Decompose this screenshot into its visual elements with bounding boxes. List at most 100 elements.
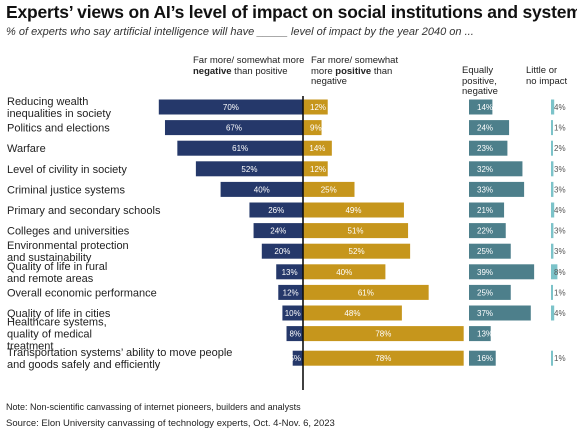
header-little: Little or no impact <box>526 65 568 87</box>
equal-bar <box>469 350 496 366</box>
little-bar <box>551 181 554 197</box>
equal-value: 33% <box>477 185 493 194</box>
little-value: 3% <box>554 165 566 174</box>
impact-chart: Reducing wealth inequalities in society 70… <box>7 96 566 390</box>
negative-value: 20% <box>274 247 290 256</box>
positive-bar <box>303 284 429 300</box>
positive-bar <box>303 202 404 218</box>
negative-bar <box>177 140 303 156</box>
category-label: Quality of life in rural and remote areas <box>7 261 107 285</box>
equal-bar <box>469 99 493 115</box>
equal-bar <box>469 305 531 321</box>
negative-value: 5% <box>289 354 301 363</box>
category-label: Quality of life in cities <box>7 308 111 320</box>
category-label: Environmental protection and sustainabili… <box>7 240 129 264</box>
little-value: 8% <box>554 268 566 277</box>
positive-bar <box>303 350 464 366</box>
negative-value: 13% <box>282 268 298 277</box>
positive-bar <box>303 99 328 115</box>
negative-value: 70% <box>223 103 239 112</box>
chart-source: Source: Elon University canvassing of te… <box>6 418 335 429</box>
little-value: 1% <box>554 124 566 133</box>
category-label: Transportation systems’ ability to move … <box>7 347 232 371</box>
negative-bar <box>249 202 303 218</box>
positive-bar <box>303 223 409 239</box>
little-bar <box>551 350 553 366</box>
positive-bar <box>303 161 328 177</box>
positive-bar <box>303 140 332 156</box>
equal-value: 13% <box>477 330 493 339</box>
negative-bar <box>164 120 303 136</box>
positive-value: 52% <box>349 247 365 256</box>
little-value: 3% <box>554 185 566 194</box>
little-bar <box>551 120 553 136</box>
negative-value: 26% <box>268 206 284 215</box>
little-bar <box>551 305 555 321</box>
little-bar <box>551 202 555 218</box>
positive-value: 12% <box>310 103 326 112</box>
equal-value: 21% <box>477 206 493 215</box>
negative-value: 52% <box>241 165 257 174</box>
positive-value: 25% <box>321 185 337 194</box>
positive-bar <box>303 181 355 197</box>
equal-value: 14% <box>477 103 493 112</box>
little-bar <box>551 243 554 259</box>
positive-bar <box>303 305 402 321</box>
equal-value: 25% <box>477 288 493 297</box>
category-label: Overall economic performance <box>7 287 157 299</box>
negative-bar <box>220 181 303 197</box>
negative-bar <box>195 161 303 177</box>
positive-bar <box>303 326 464 342</box>
positive-value: 40% <box>336 268 352 277</box>
little-value: 2% <box>554 144 566 153</box>
equal-value: 39% <box>477 268 493 277</box>
little-bar <box>551 99 555 115</box>
equal-value: 24% <box>477 124 493 133</box>
negative-value: 8% <box>289 330 301 339</box>
little-bar <box>551 161 554 177</box>
category-label: Reducing wealth inequalities in society <box>7 96 111 120</box>
equal-bar <box>469 223 506 239</box>
little-bar <box>551 284 553 300</box>
category-label: Politics and elections <box>7 123 110 135</box>
positive-value: 49% <box>345 206 361 215</box>
header-negative: Far more/ somewhat more negative than po… <box>193 55 305 77</box>
positive-value: 61% <box>358 288 374 297</box>
equal-bar <box>469 264 535 280</box>
negative-bar <box>282 305 303 321</box>
negative-value: 61% <box>232 144 248 153</box>
equal-bar <box>469 243 511 259</box>
negative-bar <box>292 350 303 366</box>
category-label: Warfare <box>7 143 46 155</box>
header-equal: Equally positive, negative <box>462 65 498 97</box>
equal-bar <box>469 326 491 342</box>
chart-note: Note: Non-scientific canvassing of inter… <box>6 402 301 412</box>
negative-value: 12% <box>283 288 299 297</box>
category-label: Criminal justice systems <box>7 184 125 196</box>
little-value: 4% <box>554 103 566 112</box>
negative-value: 10% <box>285 309 301 318</box>
negative-value: 67% <box>226 124 242 133</box>
positive-value: 48% <box>344 309 360 318</box>
equal-bar <box>469 120 510 136</box>
chart-title: Experts’ views on AI’s level of impact o… <box>6 2 577 22</box>
equal-value: 25% <box>477 247 493 256</box>
negative-value: 24% <box>270 227 286 236</box>
positive-value: 78% <box>375 354 391 363</box>
equal-value: 32% <box>477 165 493 174</box>
equal-value: 16% <box>477 354 493 363</box>
positive-value: 12% <box>310 165 326 174</box>
negative-value: 40% <box>254 185 270 194</box>
equal-value: 23% <box>477 144 493 153</box>
little-value: 1% <box>554 288 566 297</box>
little-bar <box>551 223 554 239</box>
category-label: Primary and secondary schools <box>7 205 161 217</box>
positive-bar <box>303 243 411 259</box>
category-label: Colleges and universities <box>7 226 130 238</box>
positive-value: 14% <box>309 144 325 153</box>
little-value: 1% <box>554 354 566 363</box>
positive-value: 78% <box>375 330 391 339</box>
negative-bar <box>158 99 303 115</box>
little-bar <box>551 264 558 280</box>
equal-bar <box>469 140 508 156</box>
